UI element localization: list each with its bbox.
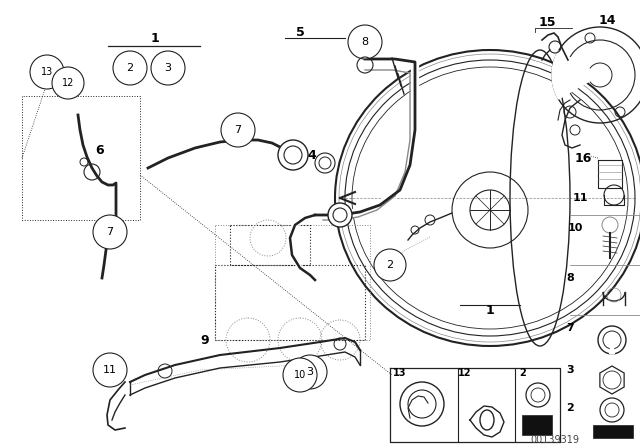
Text: 13: 13 bbox=[41, 67, 53, 77]
Circle shape bbox=[151, 51, 185, 85]
Text: 3: 3 bbox=[307, 367, 314, 377]
Text: 8: 8 bbox=[566, 273, 574, 283]
Circle shape bbox=[52, 67, 84, 99]
Text: 2: 2 bbox=[127, 63, 134, 73]
Text: 5: 5 bbox=[296, 26, 305, 39]
Text: 4: 4 bbox=[308, 148, 316, 161]
Circle shape bbox=[30, 55, 64, 89]
Text: 00139319: 00139319 bbox=[531, 435, 579, 445]
Text: 11: 11 bbox=[572, 193, 588, 203]
Text: 1: 1 bbox=[486, 303, 494, 316]
Text: 2: 2 bbox=[387, 260, 394, 270]
Circle shape bbox=[348, 25, 382, 59]
Text: 3: 3 bbox=[164, 63, 172, 73]
Text: 12: 12 bbox=[458, 368, 472, 378]
Text: 2: 2 bbox=[520, 368, 526, 378]
Text: 10: 10 bbox=[567, 223, 582, 233]
Wedge shape bbox=[609, 340, 614, 354]
Circle shape bbox=[328, 203, 352, 227]
Text: 10: 10 bbox=[294, 370, 306, 380]
Text: 14: 14 bbox=[598, 13, 616, 26]
Circle shape bbox=[221, 113, 255, 147]
Text: 9: 9 bbox=[201, 333, 209, 346]
Circle shape bbox=[374, 249, 406, 281]
Text: 3: 3 bbox=[566, 365, 574, 375]
Text: 7: 7 bbox=[234, 125, 241, 135]
Circle shape bbox=[293, 355, 327, 389]
Text: 15: 15 bbox=[538, 16, 556, 29]
Circle shape bbox=[283, 358, 317, 392]
Circle shape bbox=[278, 140, 308, 170]
Text: 12: 12 bbox=[62, 78, 74, 88]
Circle shape bbox=[93, 215, 127, 249]
Text: 11: 11 bbox=[103, 365, 117, 375]
FancyBboxPatch shape bbox=[593, 425, 633, 438]
Text: 8: 8 bbox=[362, 37, 369, 47]
Text: 2: 2 bbox=[566, 403, 574, 413]
Circle shape bbox=[315, 153, 335, 173]
Text: 13: 13 bbox=[393, 368, 407, 378]
Text: 7: 7 bbox=[566, 323, 574, 333]
Text: 1: 1 bbox=[150, 31, 159, 44]
Text: 6: 6 bbox=[96, 143, 104, 156]
Text: 7: 7 bbox=[106, 227, 113, 237]
Circle shape bbox=[113, 51, 147, 85]
Circle shape bbox=[93, 353, 127, 387]
FancyBboxPatch shape bbox=[522, 415, 552, 435]
Wedge shape bbox=[552, 51, 600, 99]
Text: 16: 16 bbox=[574, 151, 592, 164]
